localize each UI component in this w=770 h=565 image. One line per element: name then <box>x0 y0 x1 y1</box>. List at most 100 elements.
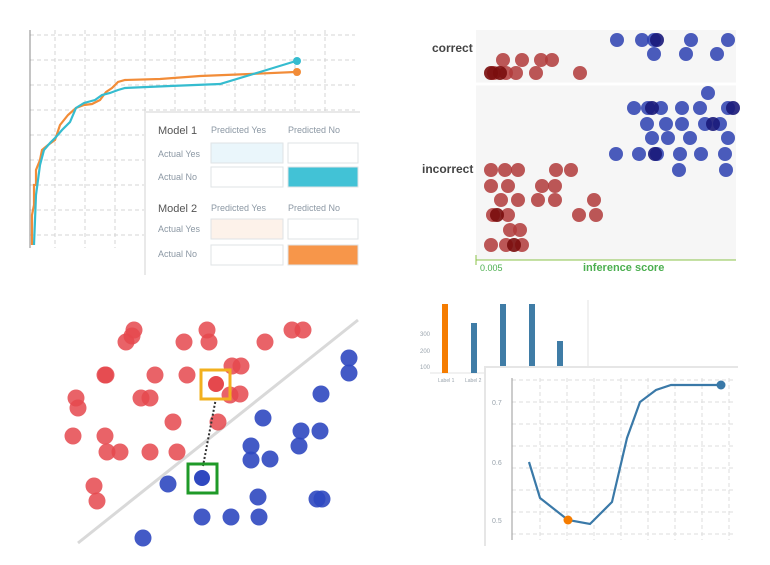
positive-point <box>645 101 659 115</box>
bar-y-tick-1: 200 <box>420 349 431 355</box>
x-axis-label: inference score <box>583 262 664 274</box>
negative-point <box>548 179 562 193</box>
highlight-point-blue <box>194 470 210 486</box>
red-point <box>232 357 250 375</box>
line-y-tick-1: 0.6 <box>492 460 502 467</box>
series-teal-line <box>32 59 297 246</box>
line-series <box>527 383 721 526</box>
negative-point <box>573 66 587 80</box>
blue-point <box>340 364 358 382</box>
blue-point <box>222 508 240 526</box>
line-highlight-point <box>563 515 573 525</box>
series-teal-end-point <box>293 57 301 65</box>
line-y-tick-0: 0.7 <box>492 400 502 407</box>
negative-point <box>503 223 517 237</box>
red-point <box>294 321 312 339</box>
negative-point <box>498 163 512 177</box>
positive-point <box>679 47 693 61</box>
model1-cell-yes-yes <box>210 142 284 164</box>
model2-cell-no-yes <box>210 244 284 266</box>
bar-1 <box>471 323 477 373</box>
model2-row-header-1: Actual No <box>158 249 197 259</box>
positive-point <box>635 33 649 47</box>
positive-point <box>721 131 735 145</box>
panel-inference: correct incorrect 0.005 inference score <box>422 30 740 274</box>
blue-point <box>249 488 267 506</box>
red-point <box>141 389 159 407</box>
positive-point <box>710 47 724 61</box>
bar-y-tick-2: 100 <box>420 365 431 371</box>
red-point <box>97 366 115 384</box>
positive-point <box>645 131 659 145</box>
highlight-connector <box>202 397 217 467</box>
confusion-card: Model 1 Predicted Yes Predicted No Actua… <box>144 111 360 275</box>
blue-point <box>250 508 268 526</box>
blue-point <box>313 490 331 508</box>
model2-cell-yes-yes <box>210 218 284 240</box>
model1-row-header-1: Actual No <box>158 172 197 182</box>
line-y-tick-2: 0.5 <box>492 518 502 525</box>
model2-cell-yes-no <box>287 218 359 240</box>
blue-point <box>340 349 358 367</box>
red-point <box>64 427 82 445</box>
positive-point <box>610 33 624 47</box>
model2-col-header-1: Predicted No <box>288 203 340 213</box>
positive-point <box>693 101 707 115</box>
negative-point <box>494 193 508 207</box>
model1-col-header-0: Predicted Yes <box>211 125 267 135</box>
negative-point <box>501 208 515 222</box>
positive-point <box>661 131 675 145</box>
highlight-box-blue <box>186 462 219 495</box>
negative-point <box>589 208 603 222</box>
positive-point <box>726 101 740 115</box>
positive-point <box>647 47 661 61</box>
negative-point <box>484 238 498 252</box>
red-point <box>256 333 274 351</box>
blue-point <box>311 422 329 440</box>
negative-point <box>513 223 527 237</box>
red-point <box>123 327 141 345</box>
positive-point <box>640 117 654 131</box>
positive-point <box>684 33 698 47</box>
category-label-incorrect: incorrect <box>422 162 473 176</box>
positive-point <box>719 163 733 177</box>
blue-point <box>290 437 308 455</box>
negative-point <box>534 53 548 67</box>
model2-title: Model 2 <box>158 203 197 215</box>
negative-point <box>587 193 601 207</box>
red-point <box>175 333 193 351</box>
positive-point <box>701 86 715 100</box>
bar-y-tick-0: 300 <box>420 332 431 338</box>
positive-point <box>718 147 732 161</box>
red-point <box>200 333 218 351</box>
positive-point <box>694 147 708 161</box>
model1-cell-no-yes <box>210 166 284 188</box>
blue-point <box>159 475 177 493</box>
model1-cell-yes-no <box>287 142 359 164</box>
bar-category-1: Label 2 <box>465 378 482 384</box>
negative-point <box>496 53 510 67</box>
panel-roc: Model 1 Predicted Yes Predicted No Actua… <box>29 30 360 275</box>
positive-point <box>648 147 662 161</box>
model1-title: Model 1 <box>158 125 197 137</box>
separator-points <box>64 321 358 547</box>
red-point <box>88 492 106 510</box>
model2-cell-no-no <box>287 244 359 266</box>
line-grid <box>512 378 735 540</box>
red-point <box>98 443 116 461</box>
red-point <box>178 366 196 384</box>
line-card <box>486 368 738 546</box>
red-point <box>111 443 129 461</box>
negative-point <box>548 193 562 207</box>
positive-point <box>675 117 689 131</box>
panel-separator <box>64 318 359 547</box>
negative-point <box>531 193 545 207</box>
positive-point <box>627 101 641 115</box>
line-series-end-point <box>716 380 726 390</box>
bar-3 <box>529 304 535 373</box>
model2-col-header-0: Predicted Yes <box>211 203 267 213</box>
model1-cell-no-no <box>287 166 359 188</box>
highlight-box-red <box>199 368 232 401</box>
red-point <box>69 399 87 417</box>
bar-4 <box>557 341 563 373</box>
